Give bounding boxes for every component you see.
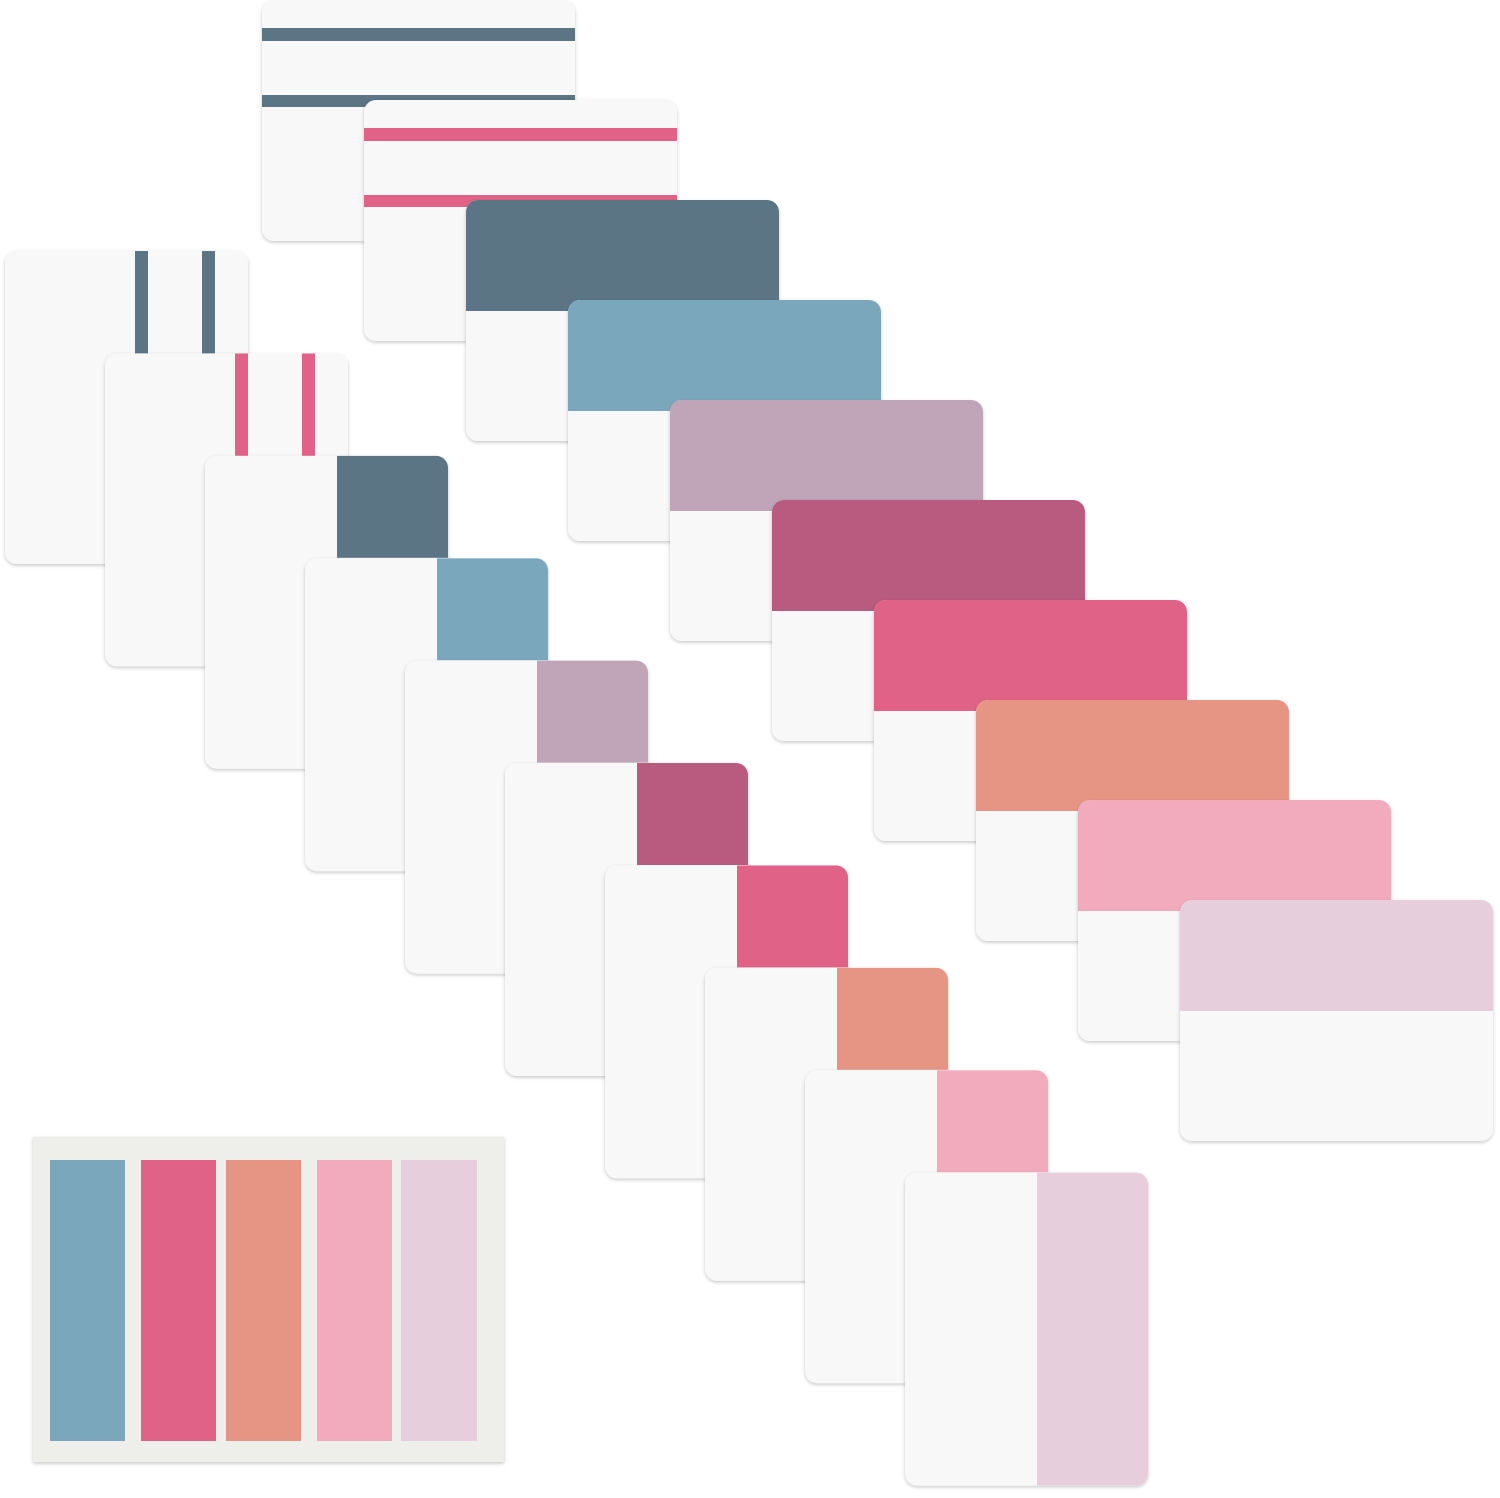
tab-color-block [737,865,848,968]
tab-color [235,353,315,457]
tab-color-block [337,455,448,558]
tab-color [568,300,881,411]
tab-color-block [1037,1172,1148,1486]
flag-strip [50,1160,125,1441]
tab-color-block [1180,900,1493,1011]
flag-strip [401,1160,477,1441]
tab-stripe [302,353,315,457]
tab-color [874,600,1187,711]
vertical-tab [905,1172,1148,1486]
tab-color [1078,800,1391,911]
tab-stripe [235,353,248,457]
tab-color-block [837,967,948,1070]
tab-color [337,455,448,558]
dispenser-pack [33,1137,504,1462]
tab-color [737,865,848,968]
tab-color-block [466,200,779,311]
tab-color-block [637,763,748,865]
tab-color-block [670,400,983,511]
horizontal-tabs [262,0,1493,1141]
tab-color [937,1070,1048,1173]
tab-stripe [262,28,575,41]
flag-strip [317,1160,392,1441]
tab-stripe [202,251,215,354]
tab-color-block [568,300,881,411]
tab-color [135,251,215,354]
tab-color [837,967,948,1070]
tab-color-block [874,600,1187,711]
tab-color [466,200,779,311]
tab-color [772,500,1085,611]
tab-stripe [364,128,677,141]
tab-color [537,660,648,763]
tab-color [637,763,748,865]
horizontal-tab [1180,900,1493,1141]
tab-color [976,700,1289,811]
vertical-tabs [5,251,1148,1486]
tab-color [670,400,983,511]
tab-color-block [772,500,1085,611]
tab-color [1180,900,1493,1011]
tab-color-block [937,1070,1048,1173]
tab-stripe [135,251,148,354]
tab-color-block [1078,800,1391,911]
tab-color-block [976,700,1289,811]
flag-strip [141,1160,216,1441]
tab-color [437,558,548,661]
tab-color-block [437,558,548,661]
flag-strip [226,1160,301,1441]
tab-color [1037,1172,1148,1486]
tab-color-block [537,660,648,763]
